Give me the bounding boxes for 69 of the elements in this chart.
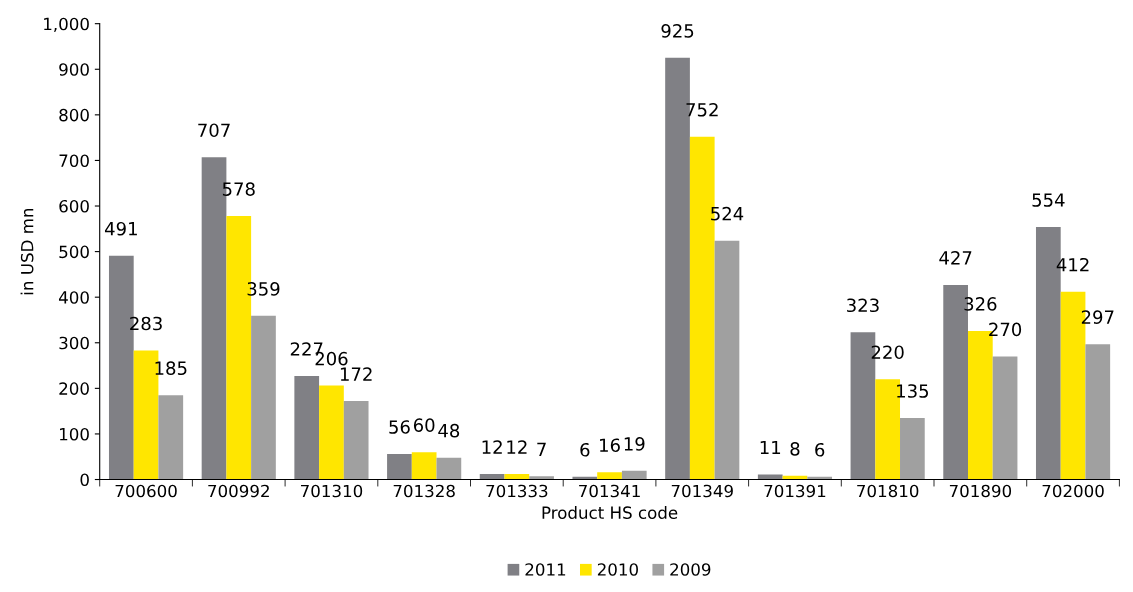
x-tick-label: 701890 bbox=[949, 484, 1012, 498]
y-tick-label: 700 bbox=[59, 154, 89, 167]
data-label: 554 bbox=[1032, 193, 1065, 207]
bar bbox=[529, 476, 554, 480]
y-axis-title: in USD mn bbox=[20, 208, 34, 295]
x-tick-label: 700600 bbox=[115, 484, 177, 498]
data-label: 578 bbox=[222, 182, 255, 196]
y-tick-label: 100 bbox=[60, 427, 89, 441]
bar bbox=[621, 470, 647, 480]
data-label: 326 bbox=[964, 297, 997, 311]
y-tick-label: 600 bbox=[59, 199, 89, 213]
data-label: 6 bbox=[815, 442, 825, 457]
data-label: 56 bbox=[389, 420, 410, 434]
data-label: 8 bbox=[790, 442, 800, 456]
x-tick-label: 700992 bbox=[208, 484, 269, 498]
bar bbox=[900, 417, 925, 480]
legend-label: 2010 bbox=[597, 563, 638, 576]
data-label: 707 bbox=[198, 123, 230, 138]
bar bbox=[158, 395, 184, 480]
bar bbox=[387, 453, 412, 480]
data-label: 19 bbox=[624, 437, 645, 451]
bar bbox=[992, 356, 1018, 480]
bar bbox=[597, 472, 622, 480]
data-label: 16 bbox=[600, 438, 620, 453]
data-label: 270 bbox=[989, 322, 1022, 337]
bar bbox=[251, 315, 276, 480]
bar bbox=[1085, 344, 1111, 480]
data-label: 12 bbox=[482, 440, 502, 454]
x-tick-label: 701341 bbox=[579, 484, 640, 498]
x-tick-label: 701391 bbox=[764, 484, 826, 498]
data-label: 925 bbox=[661, 24, 694, 38]
bar bbox=[411, 452, 437, 480]
x-tick-label: 701328 bbox=[393, 484, 455, 498]
y-tick-label: 1,000 bbox=[44, 17, 89, 32]
y-tick-label: 500 bbox=[59, 245, 89, 259]
legend-label: 2011 bbox=[525, 563, 566, 576]
data-label: 323 bbox=[847, 298, 879, 313]
bar bbox=[436, 457, 462, 480]
y-tick-label: 300 bbox=[59, 336, 89, 350]
data-label: 12 bbox=[507, 440, 527, 454]
data-label: 60 bbox=[413, 418, 435, 432]
data-label: 48 bbox=[438, 423, 460, 438]
data-label: 6 bbox=[580, 442, 590, 457]
x-tick-label: 701333 bbox=[486, 484, 548, 498]
bar bbox=[714, 240, 740, 480]
legend-label: 2009 bbox=[670, 563, 711, 576]
y-tick-label: 200 bbox=[59, 382, 89, 395]
x-tick-label: 702000 bbox=[1042, 484, 1104, 498]
data-label: 412 bbox=[1056, 257, 1089, 272]
y-tick-label: 800 bbox=[59, 108, 89, 122]
x-tick-label: 701349 bbox=[671, 484, 733, 498]
y-tick-label: 400 bbox=[58, 291, 89, 304]
bar bbox=[294, 376, 320, 480]
data-label: 11 bbox=[760, 440, 781, 455]
y-tick-label: 900 bbox=[59, 63, 89, 76]
data-label: 752 bbox=[686, 102, 718, 117]
data-label: 427 bbox=[939, 251, 972, 265]
x-tick-label: 701310 bbox=[301, 484, 363, 498]
x-axis-title: Product HS code bbox=[542, 506, 678, 519]
x-tick-label: 701810 bbox=[857, 484, 919, 498]
data-label: 172 bbox=[340, 367, 372, 381]
bar bbox=[319, 385, 344, 480]
y-tick-label: 0 bbox=[80, 473, 89, 487]
bar bbox=[504, 474, 530, 480]
data-label: 491 bbox=[104, 221, 137, 236]
data-label: 7 bbox=[537, 442, 546, 456]
data-label: 220 bbox=[871, 345, 904, 360]
bar bbox=[343, 401, 369, 480]
data-label: 283 bbox=[130, 316, 162, 331]
